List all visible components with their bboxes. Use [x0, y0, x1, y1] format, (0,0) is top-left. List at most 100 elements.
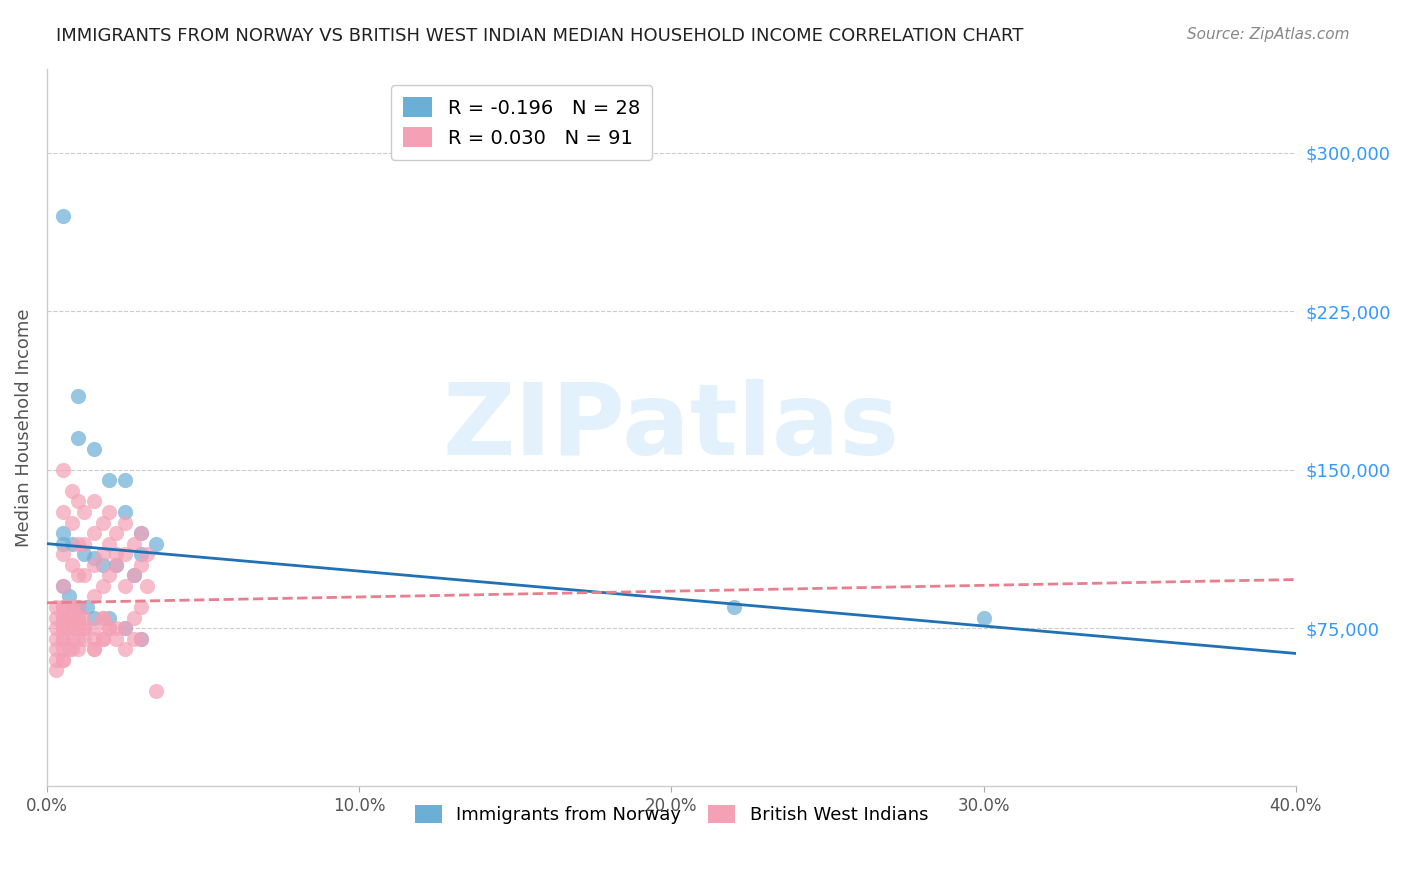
Point	[91, 547, 114, 561]
Point	[67, 536, 90, 550]
Point	[73, 536, 96, 550]
Point	[104, 621, 127, 635]
Point	[51, 632, 73, 646]
Point	[51, 610, 73, 624]
Point	[129, 558, 152, 572]
Point	[51, 621, 73, 635]
Point	[60, 599, 83, 614]
Point	[67, 642, 90, 657]
Point	[83, 642, 105, 657]
Point	[67, 568, 90, 582]
Point	[98, 621, 121, 635]
Point	[104, 547, 127, 561]
Point	[135, 547, 157, 561]
Point	[51, 599, 73, 614]
Point	[114, 579, 136, 593]
Point	[45, 642, 67, 657]
Point	[73, 568, 96, 582]
Point	[45, 599, 67, 614]
Point	[83, 558, 105, 572]
Point	[67, 431, 90, 445]
Point	[60, 632, 83, 646]
Point	[83, 642, 105, 657]
Point	[60, 621, 83, 635]
Point	[51, 653, 73, 667]
Point	[104, 526, 127, 541]
Point	[114, 505, 136, 519]
Point	[98, 621, 121, 635]
Point	[91, 632, 114, 646]
Point	[51, 653, 73, 667]
Point	[104, 558, 127, 572]
Point	[91, 632, 114, 646]
Text: Source: ZipAtlas.com: Source: ZipAtlas.com	[1187, 27, 1350, 42]
Point	[83, 494, 105, 508]
Point	[129, 599, 152, 614]
Point	[723, 599, 745, 614]
Y-axis label: Median Household Income: Median Household Income	[15, 309, 32, 547]
Point	[67, 610, 90, 624]
Point	[129, 632, 152, 646]
Point	[45, 664, 67, 678]
Point	[973, 610, 995, 624]
Point	[51, 463, 73, 477]
Point	[124, 568, 146, 582]
Point	[83, 610, 105, 624]
Point	[104, 558, 127, 572]
Point	[51, 579, 73, 593]
Point	[98, 536, 121, 550]
Point	[45, 632, 67, 646]
Point	[73, 632, 96, 646]
Point	[114, 547, 136, 561]
Point	[124, 632, 146, 646]
Point	[91, 579, 114, 593]
Point	[51, 526, 73, 541]
Point	[73, 547, 96, 561]
Point	[114, 621, 136, 635]
Point	[67, 632, 90, 646]
Point	[91, 558, 114, 572]
Point	[51, 547, 73, 561]
Point	[114, 621, 136, 635]
Point	[51, 642, 73, 657]
Point	[67, 494, 90, 508]
Point	[129, 526, 152, 541]
Point	[114, 642, 136, 657]
Point	[67, 389, 90, 403]
Point	[58, 642, 80, 657]
Point	[114, 516, 136, 530]
Point	[83, 632, 105, 646]
Point	[51, 610, 73, 624]
Text: IMMIGRANTS FROM NORWAY VS BRITISH WEST INDIAN MEDIAN HOUSEHOLD INCOME CORRELATIO: IMMIGRANTS FROM NORWAY VS BRITISH WEST I…	[56, 27, 1024, 45]
Point	[114, 473, 136, 487]
Point	[124, 536, 146, 550]
Point	[60, 642, 83, 657]
Point	[124, 568, 146, 582]
Point	[58, 610, 80, 624]
Text: ZIPatlas: ZIPatlas	[443, 379, 900, 476]
Point	[135, 579, 157, 593]
Point	[98, 610, 121, 624]
Point	[124, 610, 146, 624]
Point	[83, 442, 105, 456]
Legend: Immigrants from Norway, British West Indians: Immigrants from Norway, British West Ind…	[404, 794, 939, 835]
Point	[51, 632, 73, 646]
Point	[60, 483, 83, 498]
Point	[60, 536, 83, 550]
Point	[67, 599, 90, 614]
Point	[91, 610, 114, 624]
Point	[104, 632, 127, 646]
Point	[129, 526, 152, 541]
Point	[51, 536, 73, 550]
Point	[98, 568, 121, 582]
Point	[45, 653, 67, 667]
Point	[98, 473, 121, 487]
Point	[83, 526, 105, 541]
Point	[51, 599, 73, 614]
Point	[51, 579, 73, 593]
Point	[83, 551, 105, 566]
Point	[58, 621, 80, 635]
Point	[60, 558, 83, 572]
Point	[129, 632, 152, 646]
Point	[83, 590, 105, 604]
